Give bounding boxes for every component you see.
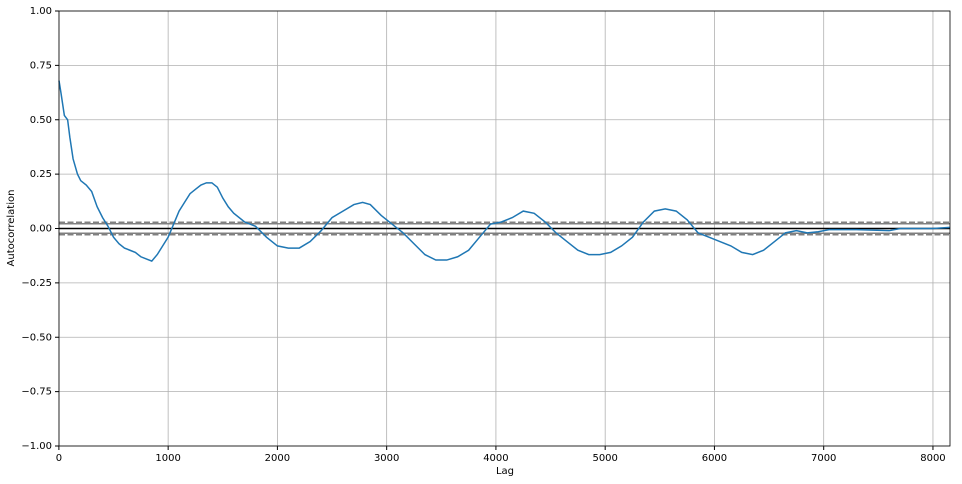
x-tick-label: 8000: [920, 453, 945, 464]
y-tick-label: −0.75: [21, 387, 52, 398]
y-tick-label: −1.00: [21, 441, 52, 452]
data-line: [58, 80, 950, 263]
x-tick-label: 3000: [374, 453, 399, 464]
x-tick-label: 2000: [265, 453, 290, 464]
x-tick-label: 5000: [592, 453, 617, 464]
y-tick-label: 1.00: [30, 6, 52, 17]
x-tick-label: 1000: [155, 453, 180, 464]
y-tick-label: −0.50: [21, 332, 52, 343]
x-axis-label: Lag: [496, 466, 514, 477]
x-tick-label: 6000: [702, 453, 727, 464]
x-tick-label: 4000: [483, 453, 508, 464]
plot-frame: [58, 10, 951, 447]
x-tick-label: 0: [56, 453, 62, 464]
y-tick-label: 0.75: [30, 60, 52, 71]
y-tick-label: 0.50: [30, 115, 52, 126]
y-tick-label: 0.25: [30, 169, 52, 180]
y-axis-label: Autocorrelation: [6, 190, 17, 267]
x-tick-label: 7000: [811, 453, 836, 464]
y-tick-label: 0.00: [30, 224, 52, 235]
y-tick-label: −0.25: [21, 278, 52, 289]
